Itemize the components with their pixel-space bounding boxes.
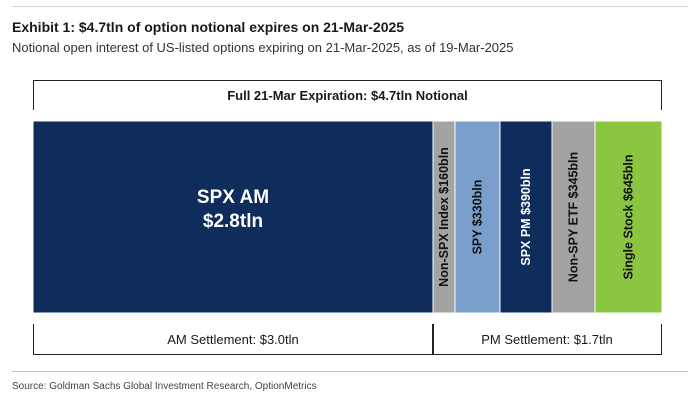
segment-label: SPX AM [197,187,269,208]
segment-bar [551,120,596,314]
segment-5: Single Stock $645bln [594,120,663,314]
bottom-rule [12,371,688,372]
full-expiration-bracket [33,80,662,110]
am-settlement-label: AM Settlement: $3.0tln [167,332,299,347]
segment-0: SPX AM $2.8tln [32,120,434,314]
segment-3: SPX PM $390bln [499,120,553,314]
segment-label: $2.8tln [203,211,263,232]
segment-label: Non-SPY ETF $345bln [567,152,581,282]
segment-bar [454,120,501,314]
segment-label: SPX PM $390bln [519,168,533,265]
segment-bar [499,120,553,314]
source-note: Source: Goldman Sachs Global Investment … [12,381,317,392]
segment-label: SPY $330bln [471,180,485,255]
top-rule [12,6,688,7]
segment-bar [594,120,663,314]
settlement-divider [432,324,434,355]
segment-bar [32,120,434,314]
segment-1: Non-SPX Index $160bln [432,120,456,314]
segment-4: Non-SPY ETF $345bln [551,120,596,314]
segment-label: Single Stock $645bln [622,154,636,279]
am-settlement-bracket [33,324,662,355]
pm-settlement-label: PM Settlement: $1.7tln [481,332,613,347]
chart-subtitle: Notional open interest of US-listed opti… [12,40,514,55]
chart-title: Exhibit 1: $4.7tln of option notional ex… [12,19,405,35]
full-expiration-label: Full 21-Mar Expiration: $4.7tln Notional [227,88,468,103]
segment-label: Non-SPX Index $160bln [437,147,451,287]
segment-2: SPY $330bln [454,120,501,314]
